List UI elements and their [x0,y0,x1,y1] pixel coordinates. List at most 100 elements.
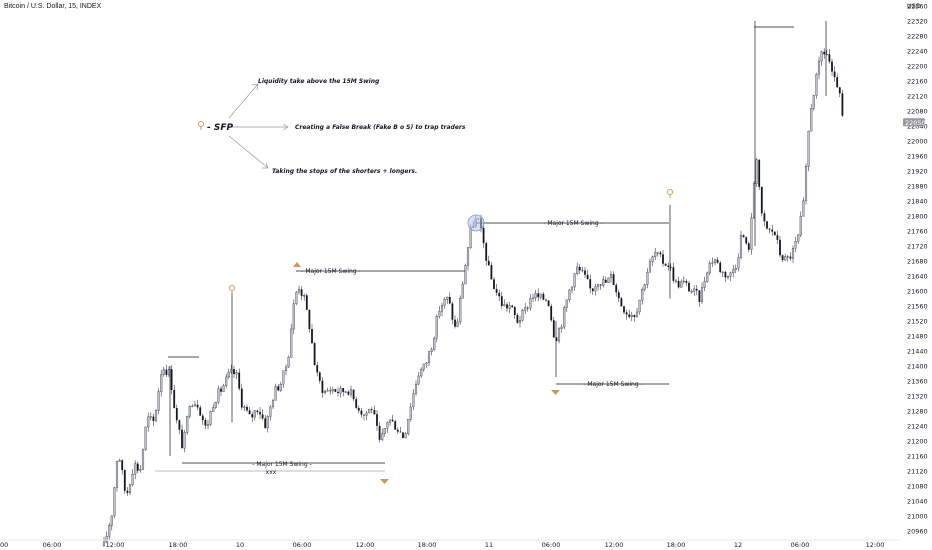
candle-191 [599,284,602,290]
price-tick-8: 21280 [907,408,928,416]
time-axis[interactable]: 00 06:00 12:00 18:00 10 06:00 12:00 18:00 11 06:0… [0,539,900,549]
candle-123 [422,363,425,372]
candle-17 [147,412,150,432]
candle-45 [220,385,222,397]
candle-193 [604,276,607,284]
candle-274 [815,72,818,99]
price-tick-4: 21120 [907,468,928,476]
candle-205 [635,307,639,318]
candle-20 [154,408,158,422]
candle-6 [118,458,121,462]
candle-90 [337,387,339,397]
candle-11 [131,468,134,487]
annotation-stops: Taking the stops of the shorters + longe… [272,168,417,175]
candle-24 [165,364,168,378]
candle-261 [781,254,784,263]
time-tick-11: 18:00 [667,541,686,549]
swing-low-triangle-icon-2 [551,390,560,395]
candle-68 [279,381,282,392]
time-tick-3: 18:00 [169,541,188,549]
candle-105 [376,410,378,431]
candle-0 [102,537,106,547]
price-tick-24: 21920 [907,168,928,176]
candle-199 [620,296,623,307]
candle-1 [105,531,108,543]
candle-223 [682,276,685,284]
candle-85 [323,389,327,395]
candle-171 [547,299,550,307]
candle-246 [742,234,745,238]
swing-high-triangle-icon [293,262,301,267]
candle-99 [360,407,363,418]
candle-158 [513,305,516,319]
candle-186 [586,269,589,280]
candle-212 [654,247,657,261]
candle-38 [201,413,204,426]
swing-low-triangle-icon [380,479,389,484]
candle-13 [136,461,139,473]
price-axis[interactable]: USD 20960 21000 21040 21080 21120 21160 21200 21… [903,2,928,536]
chart-symbol-title: Bitcoin / U.S. Dollar, 15, INDEX [4,3,102,10]
candle-256 [768,228,771,234]
candle-231 [703,276,706,292]
candle-179 [568,288,571,303]
price-tick-5: 21160 [907,453,928,461]
candle-12 [134,460,137,479]
candle-122 [420,367,423,379]
candle-140 [466,246,470,271]
candle-100 [363,414,365,421]
candle-81 [313,341,316,366]
candle-174 [555,336,558,342]
candle-89 [334,388,337,393]
candle-101 [365,410,368,421]
candle-166 [534,289,537,302]
candle-128 [435,314,438,342]
price-tick-18: 21680 [907,258,928,266]
candle-153 [500,291,503,310]
price-tick-16: 21600 [907,288,928,296]
candle-10 [128,483,132,496]
price-tick-23: 21880 [907,183,928,191]
candle-135 [454,315,456,329]
candle-121 [417,372,420,386]
liquidity-circle-marker [467,214,485,232]
time-tick-4: 10 [236,541,244,549]
candle-119 [412,389,415,411]
candle-181 [573,273,576,291]
candle-264 [789,252,792,261]
time-tick-7: 18:00 [418,541,437,549]
candle-190 [596,283,600,291]
candle-150 [493,277,495,290]
candle-107 [381,428,384,442]
candle-52 [238,368,241,391]
candle-30 [181,424,183,449]
candle-134 [451,301,454,325]
candle-131 [443,297,446,309]
candle-240 [726,275,730,280]
candle-55 [246,404,248,413]
candle-183 [578,264,581,275]
candle-39 [204,417,207,430]
candle-221 [677,276,680,289]
price-tick-19: 21720 [907,243,928,251]
annotation-lines [155,26,794,472]
candle-136 [456,318,459,328]
candle-8 [123,469,126,494]
candle-74 [295,290,298,306]
candle-238 [721,271,724,278]
candle-23 [162,366,165,377]
swing-label-4: - Major 15M Swing - [583,381,642,388]
candle-15 [141,448,145,471]
candle-31 [183,429,186,453]
candle-42 [212,403,215,412]
candle-245 [739,230,743,260]
candle-237 [719,260,722,274]
price-tick-22: 21840 [907,198,928,206]
candle-161 [521,308,524,322]
candle-202 [628,309,631,319]
candle-222 [680,279,683,288]
candle-103 [370,407,373,414]
candle-209 [646,268,649,289]
candle-114 [399,426,402,433]
